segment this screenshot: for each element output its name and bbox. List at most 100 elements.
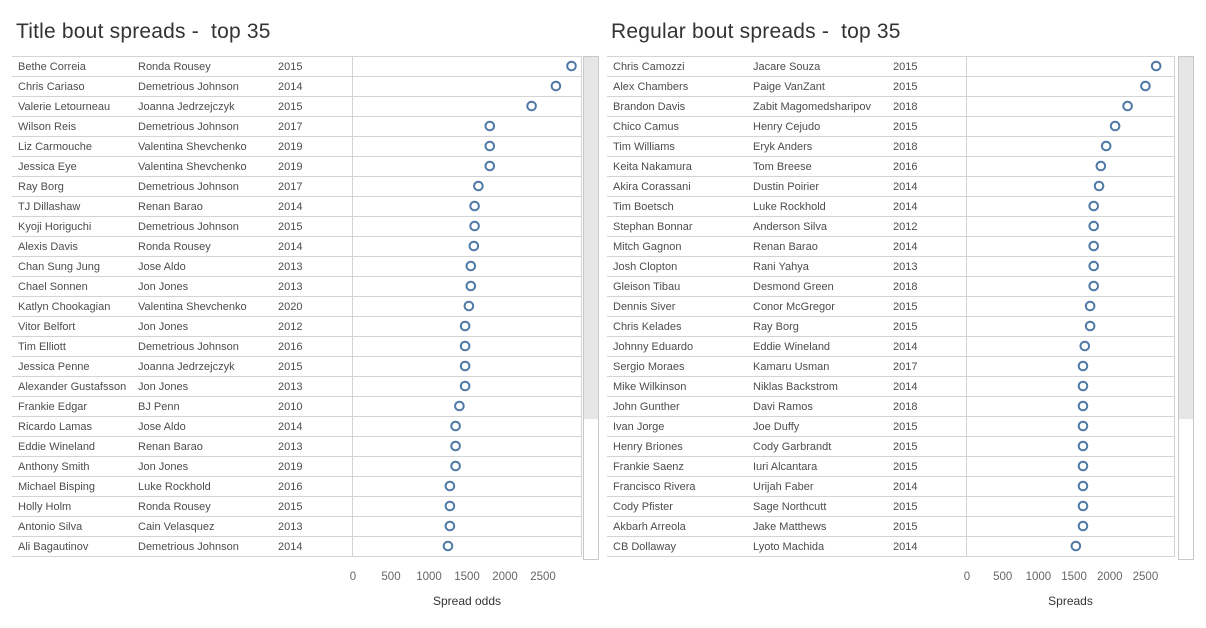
bout-year: 2015 xyxy=(278,501,302,513)
data-point[interactable] xyxy=(1077,380,1089,392)
data-point[interactable] xyxy=(484,140,496,152)
data-point[interactable] xyxy=(469,200,480,212)
data-point[interactable] xyxy=(1088,200,1099,212)
fighter-name: Mike Wilkinson xyxy=(613,381,686,393)
data-point[interactable] xyxy=(450,460,461,472)
scrollbar[interactable] xyxy=(583,56,599,560)
data-point[interactable] xyxy=(1077,500,1089,512)
opponent-name: Eryk Anders xyxy=(753,141,813,153)
opponent-name: Kamaru Usman xyxy=(753,361,829,373)
opponent-name: Jake Matthews xyxy=(753,521,827,533)
data-point[interactable] xyxy=(1077,460,1089,472)
opponent-name: Luke Rockhold xyxy=(138,481,211,493)
opponent-name: Eddie Wineland xyxy=(753,341,830,353)
data-point[interactable] xyxy=(450,440,461,452)
data-point[interactable] xyxy=(473,180,484,192)
data-point[interactable] xyxy=(454,400,465,412)
x-tick-label: 0 xyxy=(964,571,970,583)
fighter-name: Gleison Tibau xyxy=(613,281,680,293)
opponent-name: Davi Ramos xyxy=(753,401,813,413)
data-point[interactable] xyxy=(1140,80,1151,92)
bout-year: 2014 xyxy=(893,541,917,553)
data-point[interactable] xyxy=(1077,480,1089,492)
opponent-name: Renan Barao xyxy=(138,201,203,213)
data-point[interactable] xyxy=(463,300,475,312)
data-point[interactable] xyxy=(444,480,456,492)
data-point[interactable] xyxy=(465,260,477,272)
fighter-name: Brandon Davis xyxy=(613,101,686,113)
x-axis-title: Spread odds xyxy=(433,594,501,608)
data-point[interactable] xyxy=(1079,340,1091,352)
data-point[interactable] xyxy=(1077,360,1089,372)
opponent-name: Renan Barao xyxy=(753,241,818,253)
data-point[interactable] xyxy=(1077,400,1089,412)
opponent-name: Cain Velasquez xyxy=(138,521,214,533)
data-point[interactable] xyxy=(1093,180,1105,192)
fighter-name: Alexis Davis xyxy=(18,241,78,253)
fighter-name: Henry Briones xyxy=(613,441,683,453)
x-tick-label: 2500 xyxy=(530,571,556,583)
data-point[interactable] xyxy=(484,120,496,132)
data-point[interactable] xyxy=(484,160,496,172)
fighter-name: CB Dollaway xyxy=(613,541,676,553)
opponent-name: Iuri Alcantara xyxy=(753,461,818,473)
data-point[interactable] xyxy=(465,280,477,292)
data-point[interactable] xyxy=(526,100,537,112)
bout-year: 2019 xyxy=(278,161,302,173)
bout-year: 2018 xyxy=(893,101,917,113)
fighter-name: Anthony Smith xyxy=(18,461,90,473)
bout-year: 2015 xyxy=(893,61,917,73)
opponent-name: BJ Penn xyxy=(138,401,180,413)
data-point[interactable] xyxy=(1070,540,1082,552)
data-point[interactable] xyxy=(566,60,577,72)
bout-year: 2013 xyxy=(893,261,917,273)
data-point[interactable] xyxy=(1077,520,1089,532)
data-point[interactable] xyxy=(1109,120,1121,132)
opponent-name: Jon Jones xyxy=(138,281,189,293)
opponent-name: Paige VanZant xyxy=(753,81,825,93)
data-point[interactable] xyxy=(444,520,456,532)
data-point[interactable] xyxy=(1122,100,1133,112)
data-point[interactable] xyxy=(1150,60,1162,72)
data-point[interactable] xyxy=(1077,420,1089,432)
data-point[interactable] xyxy=(450,420,461,432)
data-point[interactable] xyxy=(1088,280,1099,292)
bout-year: 2015 xyxy=(893,321,917,333)
fighter-name: Michael Bisping xyxy=(18,481,95,493)
data-point[interactable] xyxy=(1095,160,1107,172)
data-point[interactable] xyxy=(459,320,471,332)
opponent-name: Demetrious Johnson xyxy=(138,181,239,193)
fighter-name: Frankie Saenz xyxy=(613,461,684,473)
bout-year: 2015 xyxy=(278,101,302,113)
row-labels: Chris Camozzi Jacare Souza 2015 Alex Chambe… xyxy=(613,61,917,553)
bout-year: 2015 xyxy=(893,441,917,453)
data-point[interactable] xyxy=(459,360,471,372)
fighter-name: Sergio Moraes xyxy=(613,361,685,373)
fighter-name: Keita Nakamura xyxy=(613,161,693,173)
data-point[interactable] xyxy=(1088,260,1099,272)
data-point[interactable] xyxy=(469,220,480,232)
data-point[interactable] xyxy=(459,340,471,352)
scrollbar[interactable] xyxy=(1178,56,1194,560)
scrollbar-thumb[interactable] xyxy=(1179,57,1193,419)
data-point[interactable] xyxy=(1088,240,1099,252)
data-point[interactable] xyxy=(459,380,471,392)
bout-year: 2013 xyxy=(278,381,302,393)
opponent-name: Urijah Faber xyxy=(753,481,814,493)
data-point[interactable] xyxy=(468,240,480,252)
data-point[interactable] xyxy=(1100,140,1112,152)
data-point[interactable] xyxy=(1077,440,1089,452)
data-point[interactable] xyxy=(442,540,454,552)
bout-year: 2015 xyxy=(893,521,917,533)
scrollbar-thumb[interactable] xyxy=(584,57,598,419)
data-point[interactable] xyxy=(444,500,456,512)
x-tick-label: 1000 xyxy=(416,571,442,583)
data-point[interactable] xyxy=(1084,320,1096,332)
fighter-name: Eddie Wineland xyxy=(18,441,95,453)
opponent-name: Ray Borg xyxy=(753,321,799,333)
data-point[interactable] xyxy=(1088,220,1099,232)
row-separators xyxy=(12,56,582,557)
data-point[interactable] xyxy=(550,80,562,92)
data-point[interactable] xyxy=(1084,300,1096,312)
bout-year: 2012 xyxy=(278,321,302,333)
